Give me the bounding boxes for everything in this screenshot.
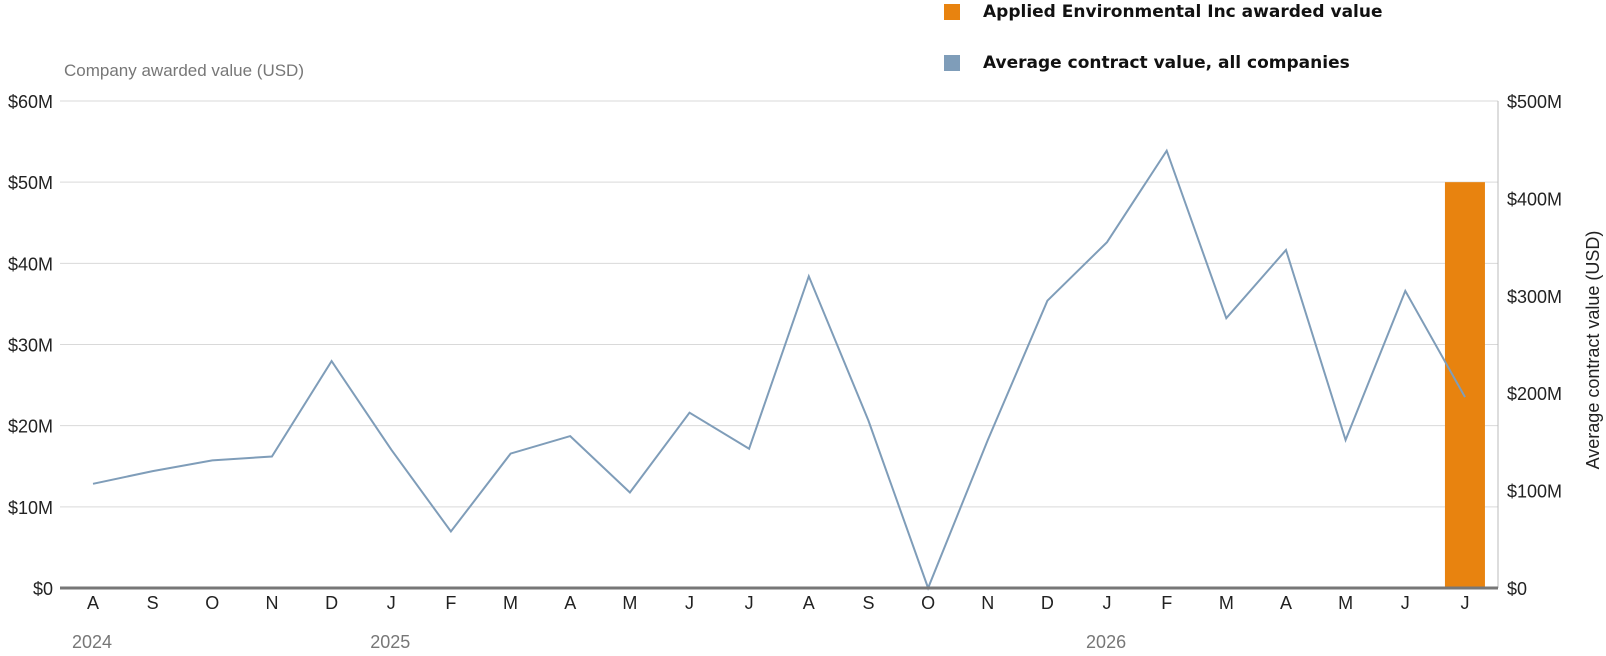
x-axis-tick-label: M <box>1338 593 1353 613</box>
legend-item-average[interactable]: Average contract value, all companies <box>944 51 1383 75</box>
x-axis-tick-label: J <box>745 593 754 613</box>
line-series <box>92 148 1466 591</box>
bar-series <box>1444 182 1485 588</box>
legend-swatch-company <box>944 4 960 20</box>
x-axis-tick-label: S <box>862 593 874 613</box>
x-axis-tick-label: D <box>1041 593 1054 613</box>
x-axis-tick-label: J <box>387 593 396 613</box>
left-axis-tick-label: $20M <box>8 417 53 437</box>
x-axis-tick-label: A <box>564 593 576 613</box>
legend: Applied Environmental Inc awarded value … <box>944 0 1383 102</box>
x-axis-year-label: 2025 <box>370 632 410 652</box>
x-axis-tick-label: F <box>445 593 456 613</box>
legend-label-average: Average contract value, all companies <box>983 53 1350 73</box>
x-axis-tick-label: J <box>1460 593 1469 613</box>
x-axis-tick-label: A <box>803 593 815 613</box>
x-axis-tick-label: N <box>265 593 278 613</box>
x-axis-tick-label: O <box>205 593 219 613</box>
legend-swatch-average <box>944 55 960 71</box>
left-axis-tick-label: $60M <box>8 92 53 112</box>
x-axis-tick-label: M <box>1219 593 1234 613</box>
right-axis-tick-label: $300M <box>1507 287 1562 307</box>
x-axis-tick-label: M <box>622 593 637 613</box>
right-axis-tick-label: $100M <box>1507 482 1562 502</box>
legend-item-company[interactable]: Applied Environmental Inc awarded value <box>944 0 1383 24</box>
right-axis-title: Average contract value (USD) <box>1583 231 1603 470</box>
x-axis-tick-label: O <box>921 593 935 613</box>
x-axis-tick-label: A <box>87 593 99 613</box>
x-axis-tick-label: F <box>1161 593 1172 613</box>
x-axis-tick-label: S <box>147 593 159 613</box>
x-axis-tick-label: J <box>685 593 694 613</box>
x-axis-tick-label: M <box>503 593 518 613</box>
right-axis-tick-label: $0 <box>1507 579 1527 599</box>
right-axis-tick-label: $400M <box>1507 189 1562 209</box>
x-axis-tick-label: N <box>981 593 994 613</box>
left-axis-tick-label: $10M <box>8 498 53 518</box>
x-axis-tick-label: D <box>325 593 338 613</box>
left-axis-tick-label: $30M <box>8 336 53 356</box>
left-axis-tick-label: $50M <box>8 173 53 193</box>
axes: $0 $10M $20M $30M $40M $50M $60M $0 $100M $200M $3… <box>8 92 1562 652</box>
legend-label-company: Applied Environmental Inc awarded value <box>983 2 1383 22</box>
left-axis-tick-label: $0 <box>33 579 53 599</box>
right-axis-tick-label: $200M <box>1507 384 1562 404</box>
x-axis-year-label: 2026 <box>1086 632 1126 652</box>
left-axis-title: Company awarded value (USD) <box>64 61 304 80</box>
x-axis-tick-label: J <box>1103 593 1112 613</box>
line-average-contract-value <box>92 148 1466 591</box>
left-axis-tick-label: $40M <box>8 254 53 274</box>
x-axis-year-label: 2024 <box>72 632 112 652</box>
bar-company-2026-07 <box>1444 182 1485 588</box>
x-axis-tick-label: A <box>1280 593 1292 613</box>
x-axis-tick-label: J <box>1401 593 1410 613</box>
right-axis-tick-label: $500M <box>1507 92 1562 112</box>
grid-lines <box>60 100 1498 508</box>
